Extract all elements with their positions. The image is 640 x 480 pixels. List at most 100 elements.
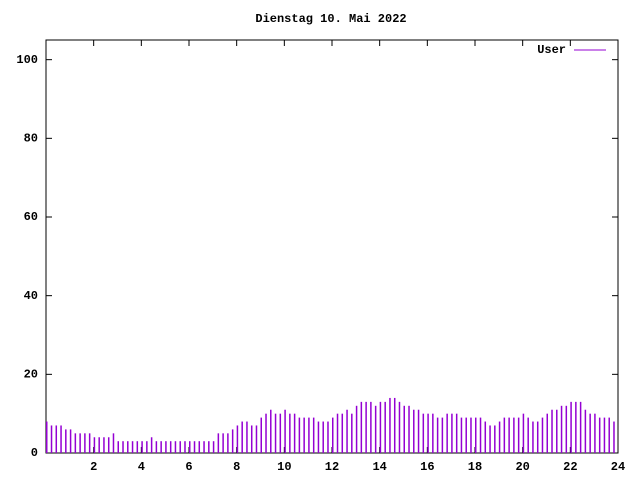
- x-tick-label: 10: [277, 460, 291, 474]
- impulse: [107, 437, 110, 453]
- impulse: [236, 425, 239, 453]
- impulse: [60, 425, 62, 453]
- impulse: [298, 417, 301, 453]
- impulse: [155, 441, 158, 453]
- impulse: [231, 429, 234, 453]
- impulse: [131, 441, 134, 453]
- impulse: [527, 417, 529, 453]
- impulse: [336, 413, 339, 453]
- y-tick-label: 0: [31, 446, 38, 460]
- impulse: [517, 417, 520, 453]
- impulse: [193, 441, 196, 453]
- impulse: [532, 421, 534, 453]
- impulse: [465, 417, 467, 453]
- impulse: [179, 441, 181, 453]
- impulse: [470, 417, 472, 453]
- impulse: [312, 417, 315, 453]
- impulse: [250, 425, 253, 453]
- impulse: [289, 413, 291, 453]
- impulse: [317, 421, 320, 453]
- impulse: [93, 437, 96, 453]
- impulse: [393, 397, 396, 453]
- impulse: [513, 417, 515, 453]
- impulse: [88, 433, 91, 453]
- impulse: [579, 401, 582, 453]
- impulse: [351, 413, 353, 453]
- impulse: [308, 417, 310, 453]
- impulse: [455, 413, 458, 453]
- impulse: [136, 441, 139, 453]
- impulse: [55, 425, 58, 453]
- impulse: [122, 441, 124, 453]
- impulse: [327, 421, 329, 453]
- plot-frame: [45, 39, 619, 454]
- impulse: [293, 413, 296, 453]
- impulse: [117, 441, 119, 453]
- impulse: [341, 413, 344, 453]
- impulse: [379, 401, 382, 453]
- impulse: [565, 405, 568, 453]
- impulse: [556, 409, 558, 453]
- impulse: [303, 417, 305, 453]
- impulse: [246, 421, 248, 453]
- legend-label: User: [537, 43, 566, 57]
- impulse: [613, 421, 615, 453]
- y-tick-label: 40: [24, 289, 38, 303]
- impulse: [46, 421, 48, 453]
- impulse: [265, 413, 267, 453]
- impulse: [50, 425, 53, 453]
- impulse: [403, 405, 405, 453]
- impulse: [436, 417, 439, 453]
- impulse: [389, 397, 391, 453]
- impulse: [427, 413, 429, 453]
- x-tick-label: 12: [325, 460, 339, 474]
- impulse: [541, 417, 544, 453]
- x-tick-label: 20: [515, 460, 529, 474]
- impulse: [112, 433, 115, 453]
- impulse: [222, 433, 224, 453]
- impulse: [594, 413, 596, 453]
- impulse: [451, 413, 453, 453]
- impulse: [165, 441, 167, 453]
- impulse: [212, 441, 215, 453]
- impulse: [432, 413, 434, 453]
- impulse: [365, 401, 367, 453]
- impulse: [274, 413, 277, 453]
- impulse: [441, 417, 444, 453]
- impulse: [150, 437, 153, 453]
- impulse: [370, 401, 372, 453]
- x-tick-label: 4: [138, 460, 145, 474]
- impulse: [560, 405, 563, 453]
- impulse: [479, 417, 482, 453]
- impulse: [413, 409, 415, 453]
- impulse: [141, 441, 143, 453]
- impulse: [84, 433, 86, 453]
- impulse: [489, 425, 491, 453]
- impulse: [374, 405, 377, 453]
- impulse: [408, 405, 410, 453]
- impulse: [189, 441, 191, 453]
- impulse: [384, 401, 386, 453]
- impulse: [398, 401, 401, 453]
- y-tick-label: 60: [24, 210, 38, 224]
- impulse: [127, 441, 129, 453]
- y-tick-label: 100: [16, 53, 38, 67]
- x-tick-label: 2: [90, 460, 97, 474]
- x-tick-label: 6: [185, 460, 192, 474]
- x-tick-label: 16: [420, 460, 434, 474]
- impulse: [332, 417, 334, 453]
- impulse: [322, 421, 324, 453]
- impulse: [360, 401, 363, 453]
- impulse: [484, 421, 487, 453]
- impulse: [69, 429, 72, 453]
- impulse: [498, 421, 501, 453]
- impulse: [284, 409, 286, 453]
- x-tick-label: 18: [468, 460, 482, 474]
- impulse: [522, 413, 525, 453]
- impulse: [346, 409, 348, 453]
- chart-title: Dienstag 10. Mai 2022: [255, 12, 406, 26]
- impulse: [169, 441, 172, 453]
- impulse: [417, 409, 420, 453]
- impulse: [146, 441, 148, 453]
